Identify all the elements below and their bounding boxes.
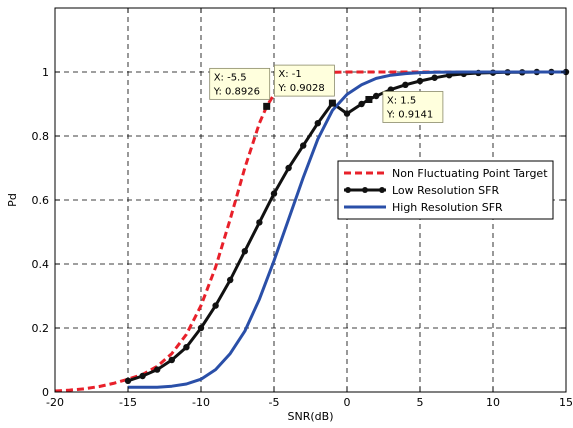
- series-point: [270, 190, 278, 197]
- legend-marker: [345, 187, 351, 193]
- y-tick-label: 0.6: [32, 194, 50, 207]
- y-tick-label: 1: [42, 66, 49, 79]
- series-point: [358, 100, 365, 108]
- y-axis-label: Pd: [6, 193, 19, 207]
- data-tip-y: Y: 0.9028: [277, 83, 324, 94]
- series-point: [212, 302, 219, 309]
- x-tick-label: 0: [344, 396, 351, 409]
- series-line-1: [54, 70, 566, 393]
- x-tick-label: -15: [119, 396, 137, 409]
- data-tip-box: [209, 67, 271, 100]
- x-tick-label: 5: [417, 396, 424, 409]
- data-tip-marker: [328, 99, 336, 107]
- legend-label: Low Resolution SFR: [392, 184, 499, 197]
- legend-label: High Resolution SFR: [392, 201, 503, 214]
- y-tick-label: 0.4: [32, 258, 50, 271]
- data-tip-y: Y: 0.9141: [386, 109, 433, 120]
- series-point: [183, 344, 190, 351]
- series-point: [373, 92, 380, 100]
- ticks: -20 -15 -10 -5 0 5 10 15 0 0.2 0.4 0.6 0.8 1: [32, 8, 573, 409]
- series-line-3: [128, 70, 566, 389]
- x-tick-label: -10: [192, 396, 210, 409]
- series-point: [314, 120, 321, 127]
- data-tip-marker: [365, 95, 373, 103]
- x-tick-label: -5: [269, 396, 280, 409]
- legend-marker: [362, 187, 368, 193]
- series-point: [402, 81, 409, 89]
- series-point: [416, 77, 424, 85]
- series-point: [124, 377, 132, 384]
- series-point: [168, 356, 175, 364]
- data-tip-y: Y: 0.8926: [213, 86, 260, 97]
- data-tip-x: X: 1.5: [387, 95, 416, 106]
- series-point: [256, 219, 263, 226]
- y-tick-label: 0: [42, 386, 49, 399]
- series-point: [285, 164, 292, 172]
- data-tip-box: [382, 91, 444, 123]
- data-tip-marker: [263, 102, 271, 110]
- data-tip-x: X: -5.5: [214, 72, 247, 83]
- x-tick-label: -20: [46, 396, 64, 409]
- y-tick-label: 0.8: [32, 130, 50, 143]
- series-point: [300, 142, 307, 149]
- legend-label: Non Fluctuating Point Target: [392, 167, 548, 180]
- series-point: [197, 324, 205, 332]
- series-point: [154, 366, 161, 373]
- series-point: [139, 372, 146, 380]
- x-tick-label: 10: [486, 396, 500, 409]
- x-tick-label: 15: [559, 396, 573, 409]
- data-tip-x: X: -1: [278, 69, 301, 80]
- data-tips: X: -5.5 Y: 0.8926 X: -1 Y: 0.9028 X: 1.5 Y: 0…: [209, 64, 444, 123]
- series-point: [343, 110, 351, 117]
- x-axis-label: SNR(dB): [288, 410, 334, 423]
- legend: Non Fluctuating Point Target Low Resoluti…: [337, 160, 554, 220]
- series-point: [431, 74, 438, 81]
- series-point: [241, 248, 248, 255]
- series-point: [227, 276, 234, 284]
- legend-marker: [379, 187, 385, 193]
- series-layer: [54, 68, 570, 393]
- data-tip-box: [273, 64, 335, 97]
- y-tick-label: 0.2: [32, 322, 50, 335]
